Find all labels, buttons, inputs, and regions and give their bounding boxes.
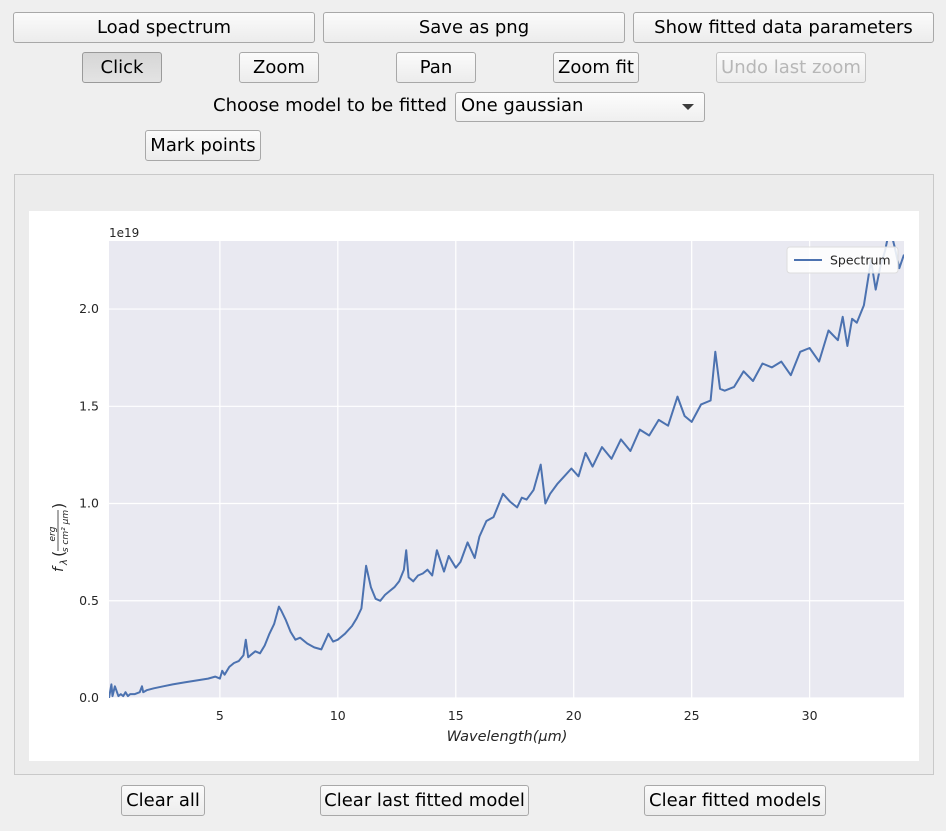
model-select[interactable]: One gaussian [455,92,705,122]
spectrum-chart[interactable]: 5 10 15 20 25 30 0.0 0.5 1.0 1.5 2.0 1e19 Waveleng… [29,211,919,761]
mark-points-button[interactable]: Mark points [145,130,261,161]
zoom-button[interactable]: Zoom [239,52,319,83]
x-axis-label: Wavelength(μm) [447,729,568,745]
click-mode-button[interactable]: Click [82,52,162,83]
model-select-value: One gaussian [461,95,584,116]
y-axis-label: f λ ( erg s cm² μm ) [48,503,71,572]
model-selector-label: Choose model to be fitted [213,95,447,116]
x-tick-label: 25 [684,708,700,723]
y-axis-label-f: f [51,565,67,572]
y-offset-text: 1e19 [109,226,139,240]
show-fitted-params-button[interactable]: Show fitted data parameters [633,12,934,43]
x-tick-label: 10 [330,708,346,723]
clear-fitted-models-button[interactable]: Clear fitted models [644,785,826,816]
y-tick-label: 2.0 [79,301,99,316]
legend-label: Spectrum [830,253,891,268]
y-tick-label: 1.0 [79,496,99,511]
legend: Spectrum [786,246,899,274]
y-axis-label-denominator: s cm² μm [61,510,71,552]
load-spectrum-button[interactable]: Load spectrum [13,12,315,43]
clear-all-button[interactable]: Clear all [121,785,205,816]
clear-last-fitted-model-button[interactable]: Clear last fitted model [320,785,529,816]
y-axis-label-numerator: erg [48,526,58,541]
y-axis-label-paren-open: ( [49,551,68,557]
chevron-down-icon [682,104,694,110]
save-as-png-button[interactable]: Save as png [323,12,625,43]
x-tick-label: 15 [448,708,464,723]
x-tick-label: 30 [802,708,818,723]
zoom-fit-button[interactable]: Zoom fit [553,52,639,83]
y-tick-label: 0.5 [79,593,99,608]
legend-box [786,246,899,274]
axes-background [109,241,904,698]
x-tick-label: 20 [566,708,582,723]
pan-button[interactable]: Pan [396,52,476,83]
spectrum-line [109,241,904,698]
y-tick-label: 1.5 [79,398,99,413]
undo-last-zoom-button[interactable]: Undo last zoom [716,52,866,83]
x-tick-label: 5 [216,708,224,723]
figure-canvas[interactable]: 5 10 15 20 25 30 0.0 0.5 1.0 1.5 2.0 1e19 Waveleng… [29,211,919,761]
y-axis-label-sub: λ [59,559,70,566]
y-axis-label-paren-close: ) [49,503,68,509]
y-tick-label: 0.0 [79,690,99,705]
